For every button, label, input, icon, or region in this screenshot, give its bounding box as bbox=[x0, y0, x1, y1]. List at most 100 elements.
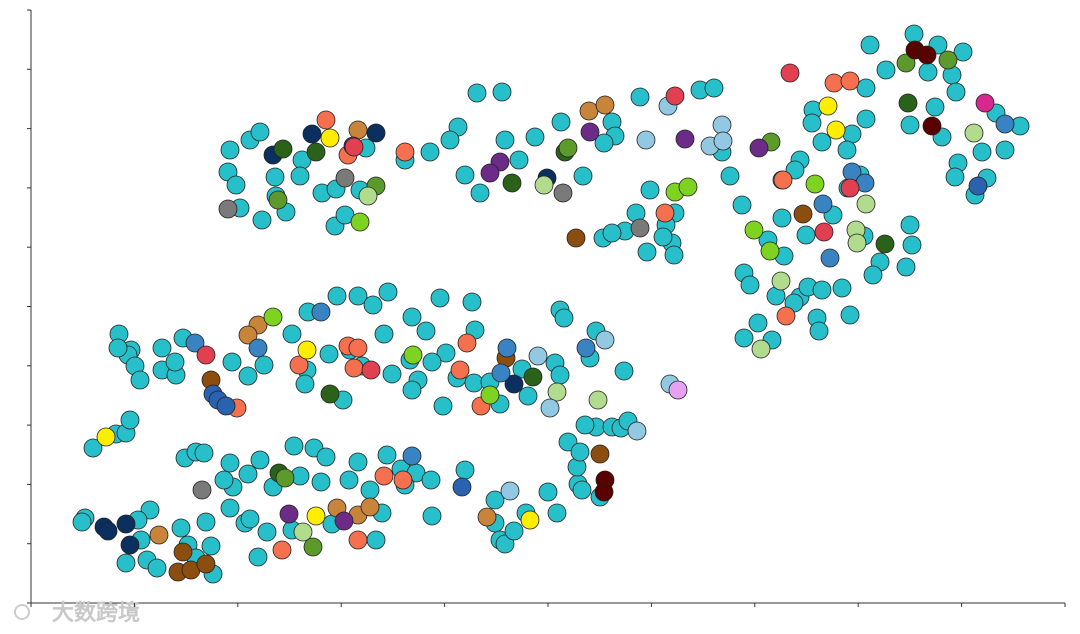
point bbox=[551, 112, 571, 132]
point bbox=[116, 514, 136, 534]
point bbox=[120, 410, 140, 430]
point bbox=[812, 132, 832, 152]
point bbox=[420, 142, 440, 162]
point bbox=[240, 509, 260, 529]
point bbox=[793, 204, 813, 224]
point bbox=[83, 438, 103, 458]
point bbox=[547, 503, 567, 523]
point bbox=[975, 93, 995, 113]
point bbox=[749, 138, 769, 158]
point bbox=[455, 460, 475, 480]
point bbox=[335, 168, 355, 188]
point bbox=[297, 340, 317, 360]
point bbox=[946, 82, 966, 102]
point bbox=[344, 137, 364, 157]
point bbox=[528, 346, 548, 366]
point bbox=[558, 138, 578, 158]
point bbox=[295, 374, 315, 394]
point bbox=[491, 363, 511, 383]
point bbox=[450, 360, 470, 380]
point bbox=[303, 537, 323, 557]
point bbox=[250, 122, 270, 142]
point bbox=[580, 122, 600, 142]
point bbox=[311, 472, 331, 492]
point bbox=[470, 183, 490, 203]
point bbox=[293, 522, 313, 542]
point bbox=[772, 208, 792, 228]
point bbox=[572, 480, 592, 500]
point bbox=[922, 116, 942, 136]
point bbox=[594, 133, 614, 153]
point bbox=[502, 173, 522, 193]
point bbox=[630, 218, 650, 238]
point bbox=[805, 174, 825, 194]
point bbox=[422, 352, 442, 372]
point bbox=[773, 170, 793, 190]
point bbox=[72, 512, 92, 532]
point bbox=[374, 324, 394, 344]
point bbox=[290, 166, 310, 186]
point bbox=[339, 470, 359, 490]
point bbox=[902, 235, 922, 255]
point bbox=[194, 443, 214, 463]
point bbox=[744, 220, 764, 240]
point bbox=[485, 490, 505, 510]
point bbox=[252, 210, 272, 230]
point bbox=[518, 386, 538, 406]
point bbox=[279, 504, 299, 524]
point bbox=[780, 63, 800, 83]
point bbox=[590, 444, 610, 464]
point bbox=[840, 305, 860, 325]
point bbox=[802, 113, 822, 133]
point bbox=[165, 352, 185, 372]
point bbox=[185, 333, 205, 353]
point bbox=[896, 257, 916, 277]
point bbox=[575, 415, 595, 435]
point bbox=[504, 374, 524, 394]
point bbox=[366, 530, 386, 550]
point bbox=[814, 222, 834, 242]
point bbox=[820, 248, 840, 268]
point bbox=[344, 358, 364, 378]
point bbox=[462, 292, 482, 312]
point bbox=[538, 482, 558, 502]
point bbox=[120, 535, 140, 555]
point bbox=[602, 223, 622, 243]
point bbox=[523, 367, 543, 387]
point bbox=[327, 286, 347, 306]
point bbox=[712, 115, 732, 135]
point bbox=[348, 452, 368, 472]
point bbox=[238, 366, 258, 386]
point bbox=[665, 86, 685, 106]
point bbox=[422, 506, 442, 526]
point bbox=[856, 194, 876, 214]
point bbox=[378, 282, 398, 302]
point bbox=[875, 234, 895, 254]
point bbox=[360, 497, 380, 517]
point bbox=[452, 477, 472, 497]
point bbox=[238, 325, 258, 345]
point bbox=[306, 506, 326, 526]
point bbox=[675, 129, 695, 149]
point bbox=[358, 186, 378, 206]
point bbox=[525, 127, 545, 147]
point bbox=[306, 142, 326, 162]
point bbox=[579, 101, 599, 121]
point bbox=[972, 142, 992, 162]
watermark-logo bbox=[14, 604, 30, 620]
point bbox=[348, 338, 368, 358]
point bbox=[832, 278, 852, 298]
point bbox=[440, 130, 460, 150]
point bbox=[248, 338, 268, 358]
point bbox=[614, 361, 634, 381]
point bbox=[248, 547, 268, 567]
point bbox=[668, 380, 688, 400]
point bbox=[704, 78, 724, 98]
point bbox=[540, 398, 560, 418]
point bbox=[201, 536, 221, 556]
point bbox=[360, 480, 380, 500]
point bbox=[395, 142, 415, 162]
point bbox=[464, 373, 484, 393]
point bbox=[740, 275, 760, 295]
